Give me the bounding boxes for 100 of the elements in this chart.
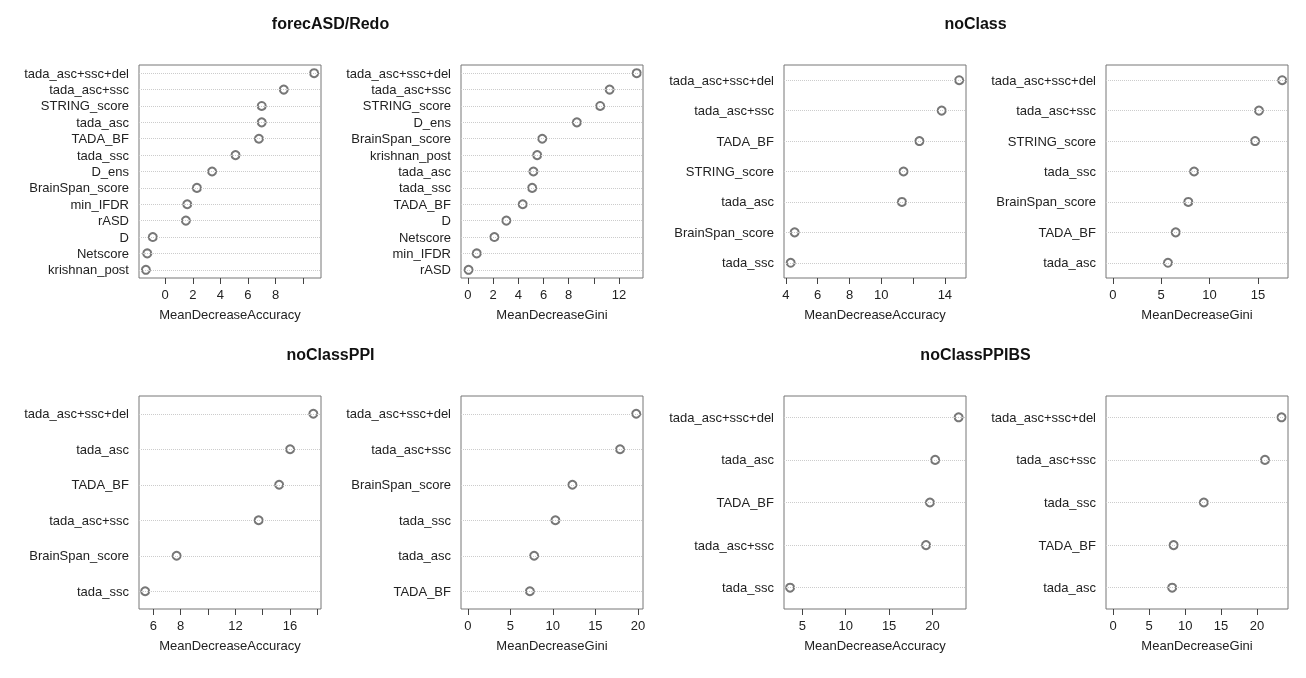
y-tick-label: BrainSpan_score xyxy=(995,194,1096,210)
y-tick-label: tada_ssc xyxy=(76,583,129,599)
y-tick-label: tada_ssc xyxy=(1043,164,1096,179)
x-tick-label: 15 xyxy=(1213,618,1228,633)
y-tick-label: D xyxy=(119,229,129,245)
x-tick-label: 6 xyxy=(149,618,157,633)
point xyxy=(913,136,924,147)
x-tick-label: 15 xyxy=(881,618,896,633)
y-tick-label: tada_asc+ssc+del xyxy=(23,65,129,81)
x-axis-title: MeanDecreaseAccuracy xyxy=(803,638,946,653)
point xyxy=(1162,257,1173,268)
y-tick-label: TADA_BF xyxy=(1037,224,1096,240)
y-tick-label: tada_asc+ssc xyxy=(693,103,774,119)
y-tick-label: STRING_score xyxy=(362,98,451,114)
chart-title: noClassPPI xyxy=(285,345,376,365)
point xyxy=(631,68,642,79)
point xyxy=(230,150,241,161)
point xyxy=(517,199,528,210)
x-tick-label: 16 xyxy=(282,618,297,633)
point xyxy=(594,100,605,111)
x-tick-label: 0 xyxy=(161,287,169,302)
x-axis-title: MeanDecreaseAccuracy xyxy=(158,638,301,653)
x-axis-title: MeanDecreaseGini xyxy=(495,307,608,322)
x-tick-label: 12 xyxy=(611,287,626,302)
x-tick-label: 15 xyxy=(587,618,603,633)
point xyxy=(488,232,499,243)
y-tick-label: tada_asc+ssc+del xyxy=(668,72,774,88)
x-axis-title: MeanDecreaseAccuracy xyxy=(803,307,946,322)
y-tick-label: BrainSpan_score xyxy=(673,224,774,240)
x-tick-label: 10 xyxy=(873,287,889,302)
point xyxy=(630,408,641,419)
x-tick-label: 0 xyxy=(463,618,471,633)
point xyxy=(1166,582,1177,593)
x-tick-label: 10 xyxy=(545,618,560,633)
chart-title: noClass xyxy=(943,14,1008,34)
point xyxy=(1182,196,1193,207)
x-tick-label: 4 xyxy=(216,287,224,302)
x-tick-label: 4 xyxy=(514,287,522,302)
y-tick-label: tada_asc xyxy=(720,452,774,468)
point xyxy=(896,196,907,207)
point xyxy=(307,408,318,419)
y-tick-label: tada_asc+ssc xyxy=(48,512,129,528)
y-tick-label: tada_asc+ssc+del xyxy=(668,409,774,425)
x-tick-label: 8 xyxy=(845,287,853,302)
y-tick-label: tada_asc+ssc xyxy=(370,82,451,98)
chart-title: forecASD/Redo xyxy=(270,14,391,34)
point xyxy=(571,117,582,128)
y-tick-label: krishnan_post xyxy=(47,262,129,278)
point xyxy=(789,227,800,238)
point xyxy=(929,454,940,465)
point xyxy=(147,232,158,243)
point xyxy=(531,150,542,161)
y-tick-label: D_ens xyxy=(412,114,451,130)
point xyxy=(139,586,150,597)
x-tick-label: 10 xyxy=(1177,618,1192,633)
y-tick-label: tada_asc+ssc+del xyxy=(990,72,1096,88)
point xyxy=(500,215,511,226)
point xyxy=(256,117,267,128)
y-tick-label: tada_asc+ssc+del xyxy=(23,406,129,422)
y-tick-label: tada_asc+ssc xyxy=(1015,103,1096,119)
point xyxy=(308,68,319,79)
point xyxy=(1188,166,1199,177)
x-tick-label: 6 xyxy=(539,287,547,302)
y-tick-label: TADA_BF xyxy=(715,495,774,510)
point xyxy=(253,133,264,144)
point xyxy=(524,586,535,597)
point xyxy=(924,497,935,508)
y-tick-label: TADA_BF xyxy=(1037,537,1096,553)
y-tick-label: tada_ssc xyxy=(721,580,774,596)
y-tick-label: tada_ssc xyxy=(398,512,451,528)
point xyxy=(528,550,539,561)
y-tick-label: tada_ssc xyxy=(398,180,451,196)
y-tick-label: tada_asc+ssc+del xyxy=(345,65,451,81)
y-tick-label: tada_asc+ssc xyxy=(693,537,774,553)
point xyxy=(463,264,474,275)
y-tick-label: D xyxy=(441,213,451,229)
point xyxy=(278,84,289,95)
y-tick-label: tada_asc+ssc xyxy=(370,441,451,457)
x-tick-label: 8 xyxy=(271,287,279,302)
point xyxy=(936,105,947,116)
x-axis-title: MeanDecreaseGini xyxy=(495,638,608,653)
point xyxy=(1276,75,1287,86)
point xyxy=(953,412,964,423)
x-tick-label: 6 xyxy=(813,287,821,302)
y-tick-label: TADA_BF xyxy=(70,477,129,493)
y-tick-label: BrainSpan_score xyxy=(350,477,451,493)
point xyxy=(566,479,577,490)
y-tick-label: Netscore xyxy=(76,245,129,261)
y-tick-label: tada_asc xyxy=(397,548,451,564)
y-tick-label: TADA_BF xyxy=(70,131,129,147)
x-tick-label: 0 xyxy=(1108,287,1116,302)
x-tick-label: 8 xyxy=(176,618,184,633)
x-tick-label: 5 xyxy=(1157,287,1165,302)
point xyxy=(1168,540,1179,551)
point xyxy=(181,199,192,210)
y-tick-label: STRING_score xyxy=(1007,133,1096,149)
y-tick-label: BrainSpan_score xyxy=(28,548,129,564)
point xyxy=(141,248,152,259)
x-tick-label: 10 xyxy=(1201,287,1217,302)
point xyxy=(284,444,295,455)
